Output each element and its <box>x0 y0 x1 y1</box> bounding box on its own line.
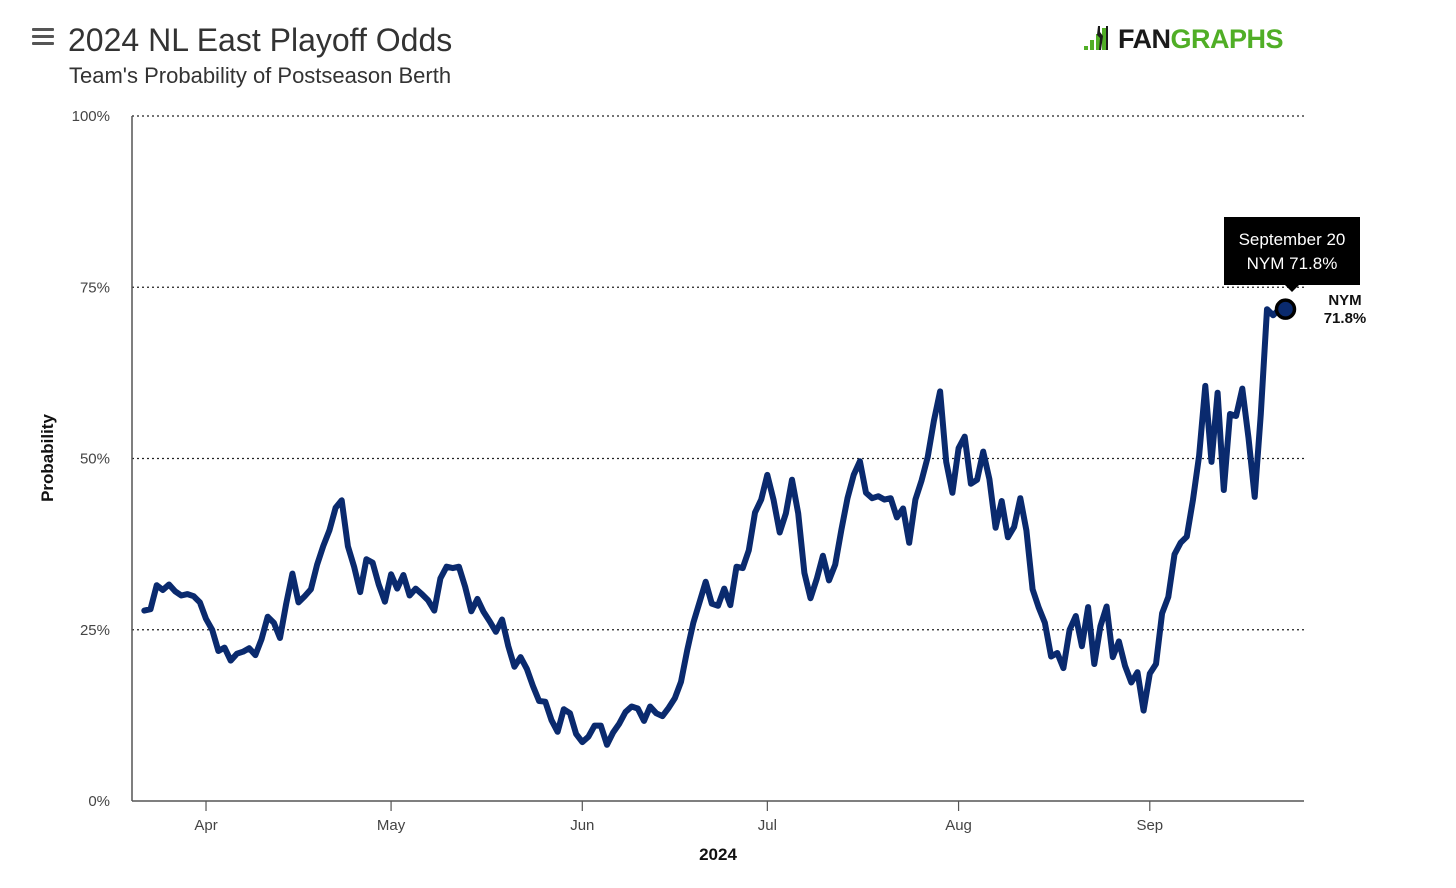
batter-logo-icon <box>1084 26 1108 50</box>
nym-end-point-marker[interactable] <box>1274 298 1297 320</box>
chart-title: 2024 NL East Playoff Odds <box>68 22 453 58</box>
y-tick-label: 50% <box>80 451 110 468</box>
y-tick-label: 75% <box>80 279 110 296</box>
x-tick-label: May <box>377 817 406 834</box>
y-axis-ticks: 0% 25% 50% 75% 100% <box>72 108 110 810</box>
chart-subtitle: Team's Probability of Postseason Berth <box>69 63 452 88</box>
x-axis-label: 2024 <box>699 845 737 864</box>
series-end-label: NYM 71.8% <box>1316 292 1374 328</box>
x-axis-ticks: Apr May Jun Jul Aug Sep <box>194 801 1163 834</box>
x-tick-label: Aug <box>945 817 972 834</box>
series-line-nym[interactable] <box>141 306 1289 748</box>
y-tick-label: 100% <box>72 108 110 125</box>
y-tick-label: 0% <box>88 793 110 810</box>
chart-menu-icon[interactable] <box>32 28 54 46</box>
end-label-team: NYM <box>1328 292 1362 309</box>
logo-text-fan: FAN <box>1118 23 1171 54</box>
logo-text-graphs: GRAPHS <box>1170 23 1284 54</box>
end-label-value: 71.8% <box>1323 310 1367 327</box>
hover-tooltip: September 20 NYM 71.8% <box>1224 217 1360 292</box>
y-tick-label: 25% <box>80 622 110 639</box>
x-tick-label: Jun <box>570 817 594 834</box>
x-tick-label: Apr <box>194 817 217 834</box>
y-axis-label: Probability <box>38 414 57 502</box>
grid-lines <box>132 115 1304 631</box>
x-tick-label: Jul <box>758 817 777 834</box>
series-group <box>141 306 1289 748</box>
fangraphs-logo[interactable]: FAN GRAPHS <box>1084 22 1284 56</box>
tooltip-date: September 20 <box>1238 230 1346 249</box>
x-tick-label: Sep <box>1136 817 1163 834</box>
tooltip-value: NYM 71.8% <box>1246 254 1338 273</box>
